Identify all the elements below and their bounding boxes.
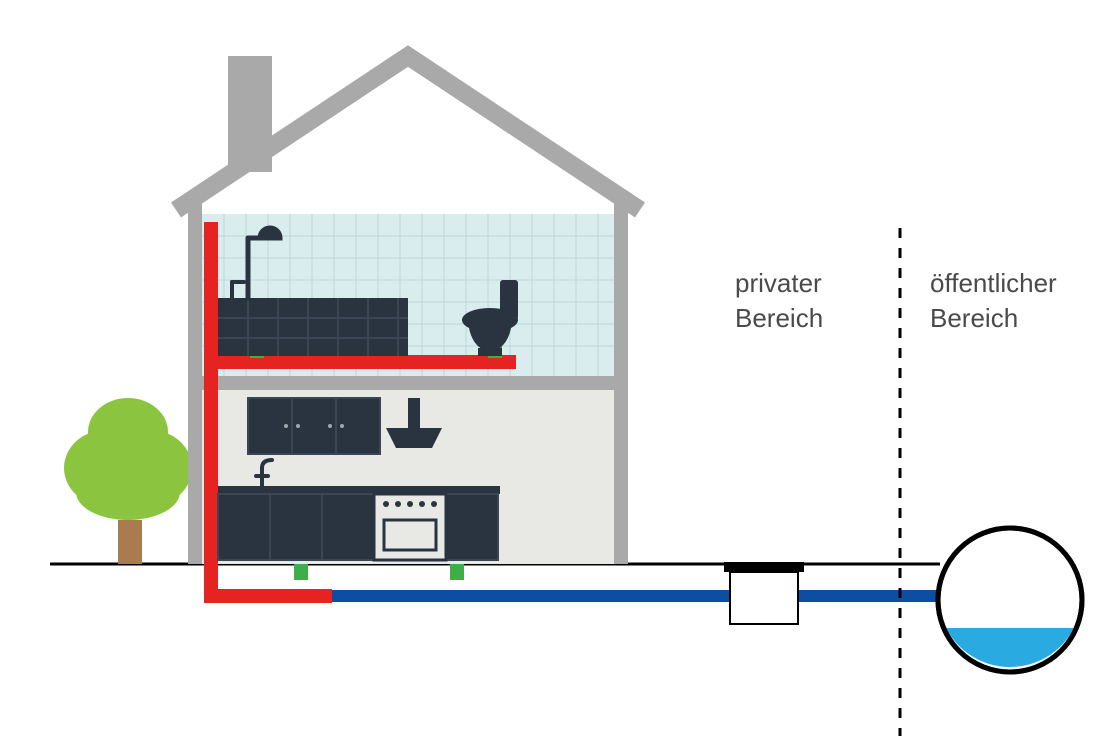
countertop	[218, 486, 500, 494]
bathtub	[218, 298, 408, 356]
upper-cabinets	[248, 398, 380, 454]
oven-icon	[374, 494, 446, 560]
label-private-line2: Bereich	[735, 303, 823, 333]
label-public: öffentlicher Bereich	[930, 266, 1057, 336]
sewer-main	[938, 528, 1082, 672]
label-public-line2: Bereich	[930, 303, 1018, 333]
label-private: privater Bereich	[735, 266, 823, 336]
tree	[64, 398, 192, 564]
inspection-box	[724, 562, 804, 624]
label-private-line1: privater	[735, 268, 822, 298]
label-public-line1: öffentlicher	[930, 268, 1057, 298]
diagram-svg	[0, 0, 1112, 746]
